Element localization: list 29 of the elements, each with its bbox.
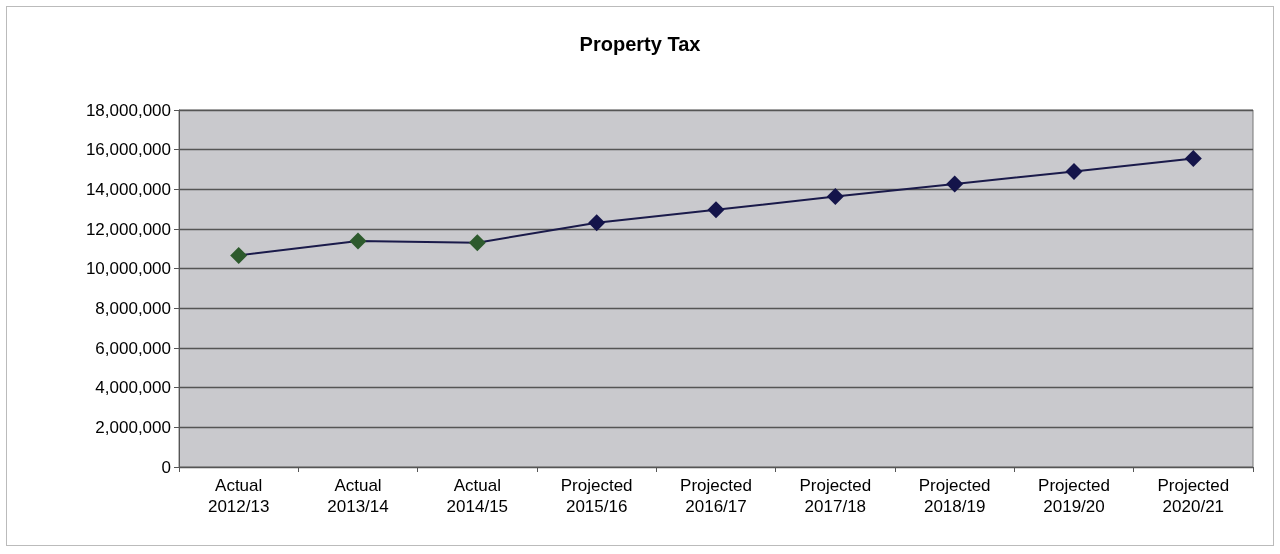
x-tick-label: Projected 2018/19 <box>918 476 991 516</box>
chart-title: Property Tax <box>579 33 701 55</box>
point <box>1065 162 1083 180</box>
point <box>230 246 248 264</box>
point <box>468 234 486 252</box>
x-tick-label: Projected 2020/21 <box>1157 476 1230 516</box>
x-tick-label: Projected 2015/16 <box>560 476 633 516</box>
x-tick-label: Actual 2014/15 <box>446 476 509 516</box>
point <box>588 214 606 232</box>
y-tick-label: 2,000,000 <box>95 417 171 437</box>
point <box>1184 150 1202 168</box>
point <box>707 201 725 219</box>
x-tick-label: Projected 2017/18 <box>799 476 872 516</box>
x-tick-label: Projected 2016/17 <box>680 476 752 516</box>
y-tick-label: 14,000,000 <box>85 179 171 199</box>
y-tick-label: 0 <box>161 457 171 477</box>
y-tick-label: 8,000,000 <box>95 298 171 318</box>
x-tick-label: Projected 2019/20 <box>1038 476 1110 516</box>
point <box>826 187 844 205</box>
y-tick-label: 12,000,000 <box>85 219 171 239</box>
y-tick-label: 6,000,000 <box>95 338 171 358</box>
point <box>946 175 964 193</box>
y-tick-label: 4,000,000 <box>95 378 171 398</box>
point <box>349 232 367 250</box>
y-tick-label: 10,000,000 <box>85 259 171 279</box>
y-tick-label: 16,000,000 <box>85 140 171 160</box>
x-tick-label: Actual 2012/13 <box>207 476 270 516</box>
x-tick-label: Actual 2013/14 <box>327 476 389 516</box>
y-tick-label: 18,000,000 <box>85 100 171 120</box>
